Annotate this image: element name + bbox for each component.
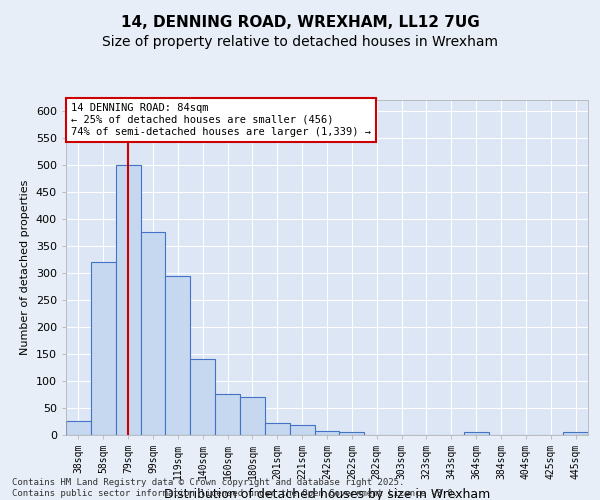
Bar (140, 232, 166, 435)
Bar (91, 262, 116, 435)
Text: 14 DENNING ROAD: 84sqm
← 25% of detached houses are smaller (456)
74% of semi-de: 14 DENNING ROAD: 84sqm ← 25% of detached… (71, 104, 371, 136)
Bar (265, 423, 290, 435)
Y-axis label: Number of detached properties: Number of detached properties (20, 180, 30, 355)
Text: Size of property relative to detached houses in Wrexham: Size of property relative to detached ho… (102, 35, 498, 49)
Bar (290, 426, 314, 435)
Bar (190, 360, 215, 435)
Bar (240, 397, 265, 435)
X-axis label: Distribution of detached houses by size in Wrexham: Distribution of detached houses by size … (164, 488, 490, 500)
Bar (66, 422, 91, 435)
Bar (340, 432, 364, 435)
Text: 14, DENNING ROAD, WREXHAM, LL12 7UG: 14, DENNING ROAD, WREXHAM, LL12 7UG (121, 15, 479, 30)
Bar (116, 165, 140, 435)
Bar (464, 432, 488, 435)
Text: Contains HM Land Registry data © Crown copyright and database right 2025.
Contai: Contains HM Land Registry data © Crown c… (12, 478, 458, 498)
Bar (166, 276, 190, 435)
Bar (563, 432, 588, 435)
Bar (314, 430, 340, 435)
Bar (215, 394, 240, 435)
